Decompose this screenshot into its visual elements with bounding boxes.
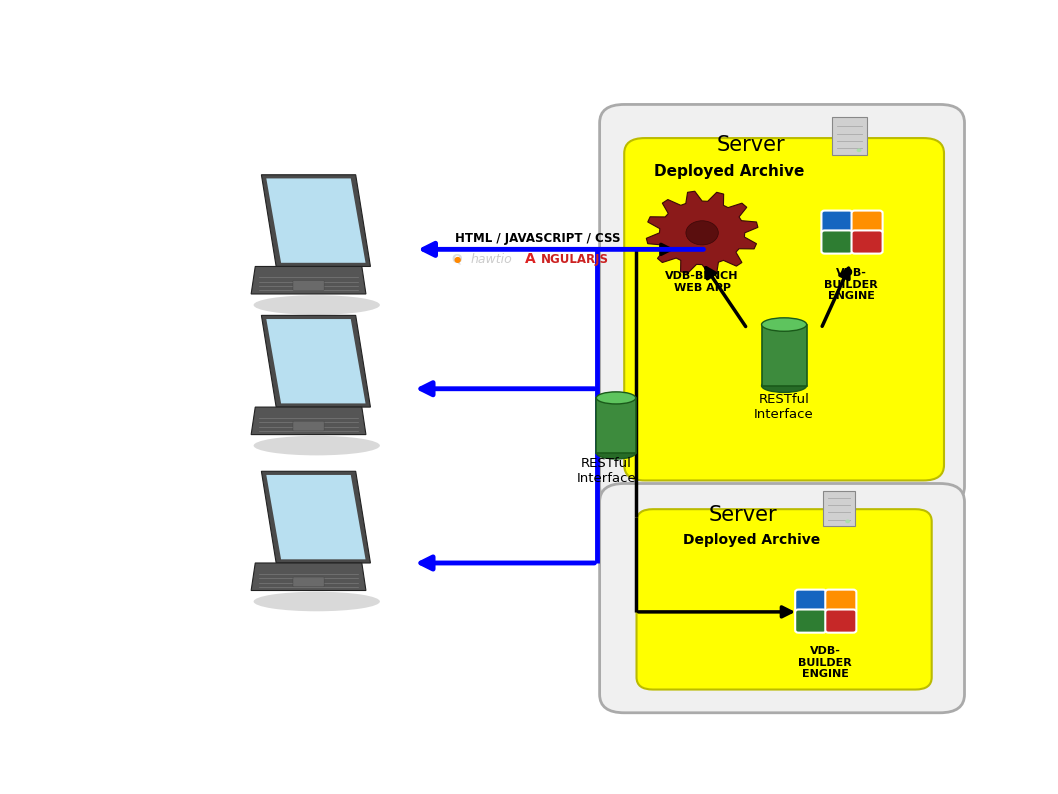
FancyBboxPatch shape xyxy=(293,577,324,587)
Circle shape xyxy=(857,148,861,152)
Text: Q: Q xyxy=(452,252,462,266)
Ellipse shape xyxy=(254,295,380,314)
FancyBboxPatch shape xyxy=(293,280,324,291)
Ellipse shape xyxy=(597,392,636,404)
FancyBboxPatch shape xyxy=(637,509,932,689)
Polygon shape xyxy=(261,472,370,563)
FancyBboxPatch shape xyxy=(597,398,636,453)
Text: hawtio: hawtio xyxy=(471,252,513,266)
FancyBboxPatch shape xyxy=(833,118,867,155)
Text: Server: Server xyxy=(717,136,786,156)
FancyBboxPatch shape xyxy=(600,105,965,505)
Polygon shape xyxy=(267,475,365,559)
FancyBboxPatch shape xyxy=(600,484,965,713)
Circle shape xyxy=(845,519,851,523)
Text: RESTful
Interface: RESTful Interface xyxy=(754,393,814,421)
Polygon shape xyxy=(646,191,758,275)
FancyBboxPatch shape xyxy=(762,325,806,386)
Text: NGULARJS: NGULARJS xyxy=(541,252,608,266)
Text: Server: Server xyxy=(709,505,778,526)
Text: VDB-BENCH
WEB APP: VDB-BENCH WEB APP xyxy=(665,271,738,292)
Polygon shape xyxy=(251,407,366,434)
Ellipse shape xyxy=(597,447,636,459)
FancyBboxPatch shape xyxy=(293,421,324,431)
Text: A: A xyxy=(526,252,536,266)
Ellipse shape xyxy=(254,436,380,456)
Text: Deployed Archive: Deployed Archive xyxy=(654,164,804,179)
Text: Deployed Archive: Deployed Archive xyxy=(682,534,820,547)
FancyBboxPatch shape xyxy=(821,230,853,253)
Ellipse shape xyxy=(254,592,380,611)
Polygon shape xyxy=(251,267,366,294)
Text: RESTful
Interface: RESTful Interface xyxy=(577,457,636,485)
FancyBboxPatch shape xyxy=(821,210,853,233)
Ellipse shape xyxy=(762,318,806,331)
FancyBboxPatch shape xyxy=(852,210,882,233)
Text: VDB-
BUILDER
ENGINE: VDB- BUILDER ENGINE xyxy=(824,268,878,302)
Text: ●: ● xyxy=(453,255,460,264)
FancyBboxPatch shape xyxy=(825,610,856,633)
Polygon shape xyxy=(267,319,365,403)
FancyBboxPatch shape xyxy=(796,590,826,613)
Ellipse shape xyxy=(762,379,806,392)
FancyBboxPatch shape xyxy=(796,610,826,633)
FancyBboxPatch shape xyxy=(852,230,882,253)
Polygon shape xyxy=(251,563,366,591)
FancyBboxPatch shape xyxy=(825,590,856,613)
Polygon shape xyxy=(267,179,365,263)
Circle shape xyxy=(686,221,718,245)
Text: VDB-
BUILDER
ENGINE: VDB- BUILDER ENGINE xyxy=(798,646,852,679)
FancyBboxPatch shape xyxy=(624,138,944,480)
Polygon shape xyxy=(261,315,370,407)
Polygon shape xyxy=(261,175,370,267)
Text: HTML / JAVASCRIPT / CSS: HTML / JAVASCRIPT / CSS xyxy=(455,232,621,245)
FancyBboxPatch shape xyxy=(823,491,855,526)
